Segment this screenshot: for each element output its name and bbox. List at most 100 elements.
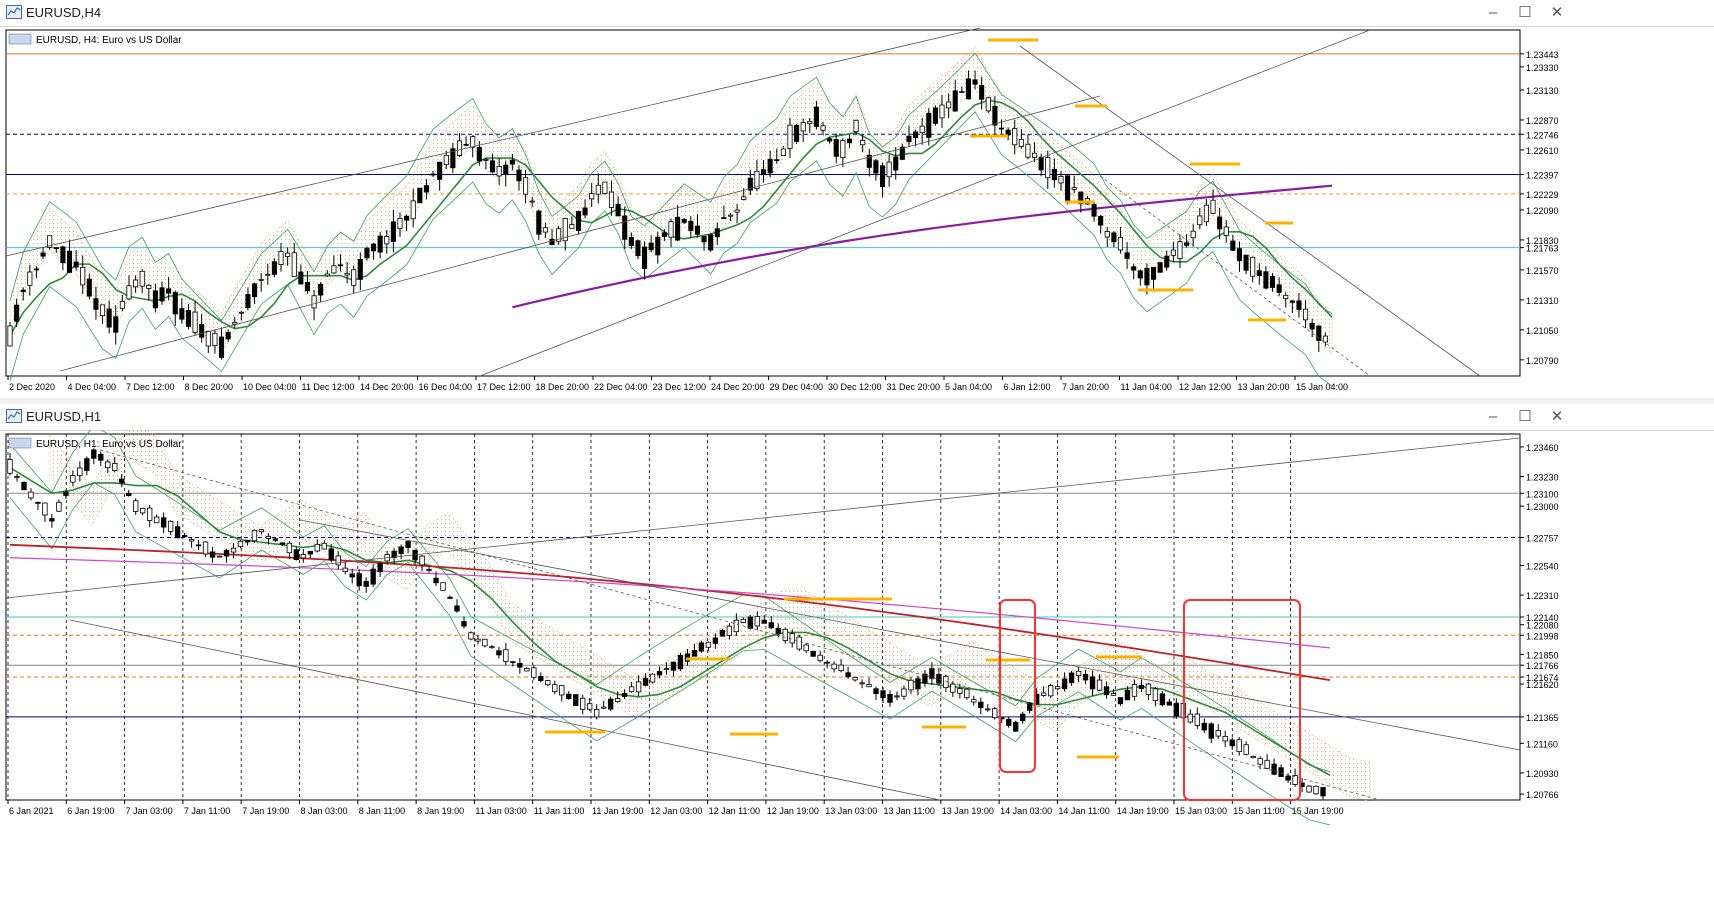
bear-candle	[824, 661, 830, 664]
bear-candle	[461, 621, 467, 627]
bear-candle	[450, 148, 456, 169]
bull-candle	[216, 555, 223, 558]
bull-candle	[1264, 759, 1270, 769]
bull-candle	[278, 251, 284, 265]
bear-candle	[106, 308, 112, 328]
time-label: 30 Dec 12:00	[828, 382, 882, 392]
price-label: 1.22757	[1526, 533, 1559, 543]
bull-candle	[342, 567, 348, 573]
bear-candle	[607, 698, 614, 710]
trend-line	[5, 27, 981, 257]
bull-candle	[1306, 785, 1312, 793]
bull-candle	[866, 684, 872, 688]
bear-candle	[965, 78, 971, 100]
maximize-button[interactable]: ☐	[1518, 408, 1532, 425]
bull-candle	[1096, 679, 1103, 691]
bull-candle	[959, 91, 965, 94]
bull-candle	[817, 654, 823, 661]
maximize-button[interactable]: ☐	[1518, 4, 1532, 21]
minimize-button[interactable]: –	[1488, 408, 1498, 425]
time-label: 7 Dec 12:00	[126, 382, 175, 392]
bull-candle	[1313, 785, 1319, 795]
bull-candle	[807, 121, 813, 124]
bear-candle	[810, 650, 816, 657]
bull-candle	[529, 200, 535, 203]
bear-candle	[899, 146, 905, 160]
bull-candle	[205, 330, 211, 347]
bull-candle	[628, 686, 635, 693]
bear-candle	[1208, 723, 1214, 739]
bull-candle	[7, 459, 13, 474]
bull-candle	[580, 697, 586, 710]
h1-window-title: EURUSD,H1	[26, 409, 102, 424]
price-label: 1.21050	[1526, 326, 1559, 336]
bull-candle	[1110, 693, 1117, 696]
bear-candle	[642, 246, 648, 269]
h4-chart-window: EURUSD,H4 – ☐ ✕ 1.23443 1.23330 1.23130 1.2…	[0, 0, 1714, 398]
bear-candle	[845, 672, 851, 677]
bear-candle	[978, 701, 984, 708]
bear-candle	[119, 478, 125, 484]
time-label: 15 Jan 19:00	[1292, 806, 1344, 816]
bear-candle	[293, 549, 300, 561]
bear-candle	[1103, 686, 1110, 696]
bull-candle	[741, 196, 747, 200]
bear-candle	[536, 210, 542, 235]
bull-candle	[901, 688, 907, 697]
bull-candle	[331, 265, 337, 274]
minimize-button[interactable]: –	[1488, 4, 1498, 21]
bull-candle	[780, 148, 786, 157]
chart-label: EURUSD, H4: Euro vs US Dollar	[36, 35, 182, 46]
bull-candle	[1187, 713, 1193, 723]
bear-candle	[1124, 252, 1130, 259]
bear-candle	[199, 324, 205, 338]
bull-candle	[635, 681, 642, 693]
time-label: 16 Dec 04:00	[419, 382, 473, 392]
bull-candle	[943, 675, 949, 689]
bear-candle	[1137, 270, 1143, 279]
price-label: 1.20930	[1526, 769, 1559, 779]
bear-candle	[1157, 262, 1163, 273]
moving-average-red	[9, 543, 1331, 682]
bull-candle	[238, 311, 244, 314]
bull-candle	[1025, 143, 1031, 158]
bull-candle	[258, 529, 265, 533]
bull-candle	[7, 325, 13, 347]
h4-chart[interactable]: 1.23443 1.23330 1.23130 1.22870 1.22746 1.226…	[0, 26, 1714, 398]
h4-title-bar: EURUSD,H4 – ☐ ✕	[0, 0, 1714, 27]
bear-candle	[622, 215, 628, 240]
bear-candle	[767, 158, 773, 174]
bollinger-upper-band	[9, 430, 1331, 773]
bull-candle	[146, 284, 152, 289]
h1-chart[interactable]: 1.23460 1.23230 1.23100 1.23000 1.22757 1.225…	[0, 430, 1714, 902]
close-button[interactable]: ✕	[1550, 4, 1564, 21]
bear-candle	[992, 105, 998, 126]
bear-candle	[66, 250, 73, 273]
time-label: 13 Jan 20:00	[1238, 382, 1290, 392]
bull-candle	[503, 649, 509, 662]
bull-candle	[230, 547, 237, 553]
time-label: 11 Dec 12:00	[302, 382, 355, 392]
bull-candle	[119, 300, 125, 309]
bull-candle	[105, 461, 111, 469]
bear-candle	[694, 225, 700, 235]
price-label: 1.21998	[1526, 631, 1559, 641]
close-button[interactable]: ✕	[1550, 408, 1564, 425]
bear-candle	[21, 481, 27, 491]
bear-candle	[91, 449, 97, 459]
bear-candle	[20, 289, 26, 293]
bear-candle	[113, 316, 119, 333]
bollinger-lower-band	[9, 482, 1331, 826]
bull-candle	[202, 541, 209, 555]
price-label: 1.23443	[1526, 50, 1559, 60]
time-label: 15 Jan 04:00	[1296, 382, 1348, 392]
bear-candle	[510, 661, 516, 664]
time-label: 15 Jan 03:00	[1175, 806, 1227, 816]
bull-candle	[1257, 758, 1263, 765]
bull-candle	[27, 271, 33, 286]
bear-candle	[185, 310, 192, 327]
bear-candle	[582, 207, 588, 216]
bull-candle	[112, 463, 118, 471]
bull-candle	[232, 322, 238, 325]
bull-candle	[321, 542, 327, 550]
